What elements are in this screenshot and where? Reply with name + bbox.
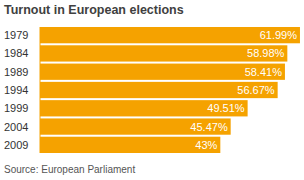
data-label: 58.41% <box>245 66 283 78</box>
axis-line <box>40 27 41 153</box>
data-label: 43% <box>195 139 217 151</box>
title: Turnout in European elections <box>4 3 184 17</box>
category-label: 2004 <box>4 121 28 133</box>
bars <box>40 27 300 153</box>
category-label: 1994 <box>4 84 28 96</box>
bar <box>40 64 285 80</box>
category-label: 1989 <box>4 66 28 78</box>
chart: Turnout in European elections 1979 61.99% 1… <box>0 0 304 180</box>
data-label: 61.99% <box>260 29 298 41</box>
bar <box>40 137 220 153</box>
bar <box>40 27 300 43</box>
category-label: 2009 <box>4 139 28 151</box>
category-label: 1999 <box>4 102 28 114</box>
bar <box>40 45 287 61</box>
data-label: 58.98% <box>247 47 285 59</box>
data-label: 49.51% <box>207 102 245 114</box>
source: Source: European Parliament <box>4 164 135 175</box>
bar <box>40 82 278 98</box>
bar <box>40 100 248 116</box>
data-label: 56.67% <box>237 84 275 96</box>
bar <box>40 118 231 134</box>
data-label: 45.47% <box>190 121 228 133</box>
category-label: 1984 <box>4 47 28 59</box>
category-label: 1979 <box>4 29 28 41</box>
